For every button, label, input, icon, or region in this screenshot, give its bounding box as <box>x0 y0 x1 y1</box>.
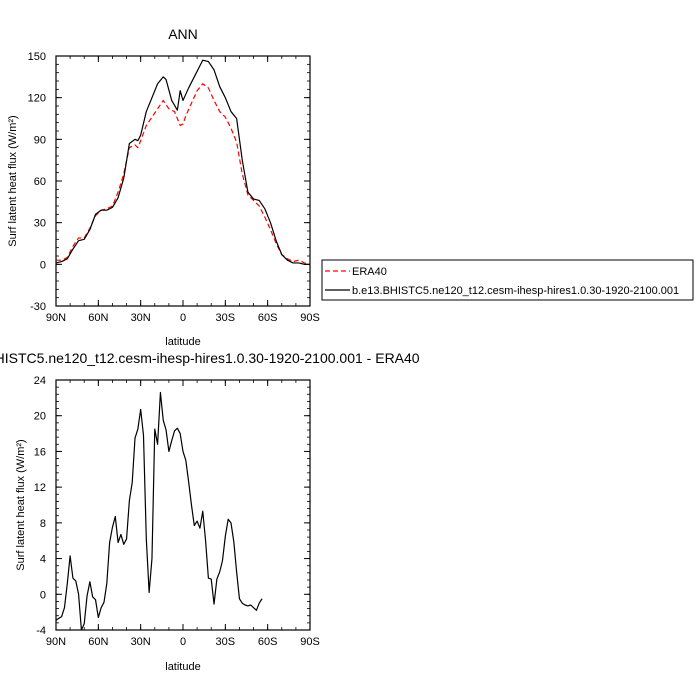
top-chart: ANN 90N 60N 30N 0 30S 60S 90S-300306090120150 … <box>7 26 694 348</box>
top-chart-legend: ERA40 b.e13.BHISTC5.ne120_t12.cesm-ihesp… <box>321 259 694 301</box>
bottom-chart-ytick-label: 20 <box>34 411 46 423</box>
top-chart-xtick-label: 60N <box>88 312 108 324</box>
top-chart-ytick-label: 150 <box>28 51 46 63</box>
top-chart-axes: 90N 60N 30N 0 30S 60S 90S -30 0 30 60 90 120 150 <box>28 51 320 324</box>
bottom-chart-xtick-label: 60N <box>88 636 108 648</box>
top-chart-ylabel: Surf latent heat flux (W/m²) <box>7 115 19 246</box>
bottom-chart-ytick-label: 4 <box>40 554 46 566</box>
top-chart-ytick-label: 90 <box>34 134 46 146</box>
bottom-chart-ytick-label: 16 <box>34 446 46 458</box>
bottom-chart-series-line-0 <box>55 391 263 631</box>
top-chart-xtick-label: 60S <box>258 312 278 324</box>
bottom-chart-ylabel: Surf latent heat flux (W/m²) <box>15 439 27 570</box>
top-chart-ytick-label: 60 <box>34 176 46 188</box>
top-chart-series-line-1 <box>55 59 310 265</box>
top-chart-xtick-label: 30N <box>131 312 151 324</box>
top-chart-series-group <box>55 59 311 265</box>
bottom-chart-plot-frame <box>55 379 311 631</box>
bottom-chart-ytick-label: 24 <box>34 375 46 387</box>
bottom-chart-ytick-label: 8 <box>40 518 46 530</box>
top-chart-series-line-0 <box>56 83 311 265</box>
legend-box <box>321 259 694 301</box>
top-chart-ytick-label: 0 <box>40 259 46 271</box>
top-chart-xlabel: latitude <box>165 336 200 348</box>
top-chart-plot-frame <box>55 55 311 307</box>
bottom-chart-ytick-label: 12 <box>34 482 46 494</box>
top-chart-xtick-label: 90N <box>46 312 66 324</box>
top-chart-ytick-label: -30 <box>30 301 46 313</box>
top-chart-xtick-label: 90S <box>300 312 320 324</box>
bottom-chart-title: b.e13.BHISTC5.ne120_t12.cesm-ihesp-hires… <box>0 350 420 366</box>
bottom-chart-xtick-label: 30N <box>131 636 151 648</box>
bottom-chart-axes: 90N 60N 30N 0 30S 60S 90S -4 0 4 8 12 16 20 24 <box>34 375 320 648</box>
bottom-chart-xlabel: latitude <box>165 661 200 673</box>
bottom-chart-series-group <box>55 391 263 631</box>
bottom-chart-xtick-label: 90N <box>46 636 66 648</box>
bottom-chart: b.e13.BHISTC5.ne120_t12.cesm-ihesp-hires… <box>0 350 420 673</box>
bottom-chart-xtick-label: 90S <box>300 636 320 648</box>
bottom-chart-xtick-label: 60S <box>258 636 278 648</box>
bottom-chart-ytick-label: -4 <box>36 625 46 637</box>
bottom-chart-ytick-label: 0 <box>40 589 46 601</box>
legend-label-model: b.e13.BHISTC5.ne120_t12.cesm-ihesp-hires… <box>352 285 679 297</box>
top-chart-xtick-label: 0 <box>180 312 186 324</box>
top-chart-xtick-label: 30S <box>216 312 236 324</box>
top-chart-ytick-label: 120 <box>28 93 46 105</box>
top-chart-title: ANN <box>168 26 198 42</box>
bottom-chart-xtick-label: 0 <box>180 636 186 648</box>
top-chart-ytick-label: 30 <box>34 218 46 230</box>
legend-label-era40: ERA40 <box>352 266 387 278</box>
bottom-chart-xtick-label: 30S <box>216 636 236 648</box>
